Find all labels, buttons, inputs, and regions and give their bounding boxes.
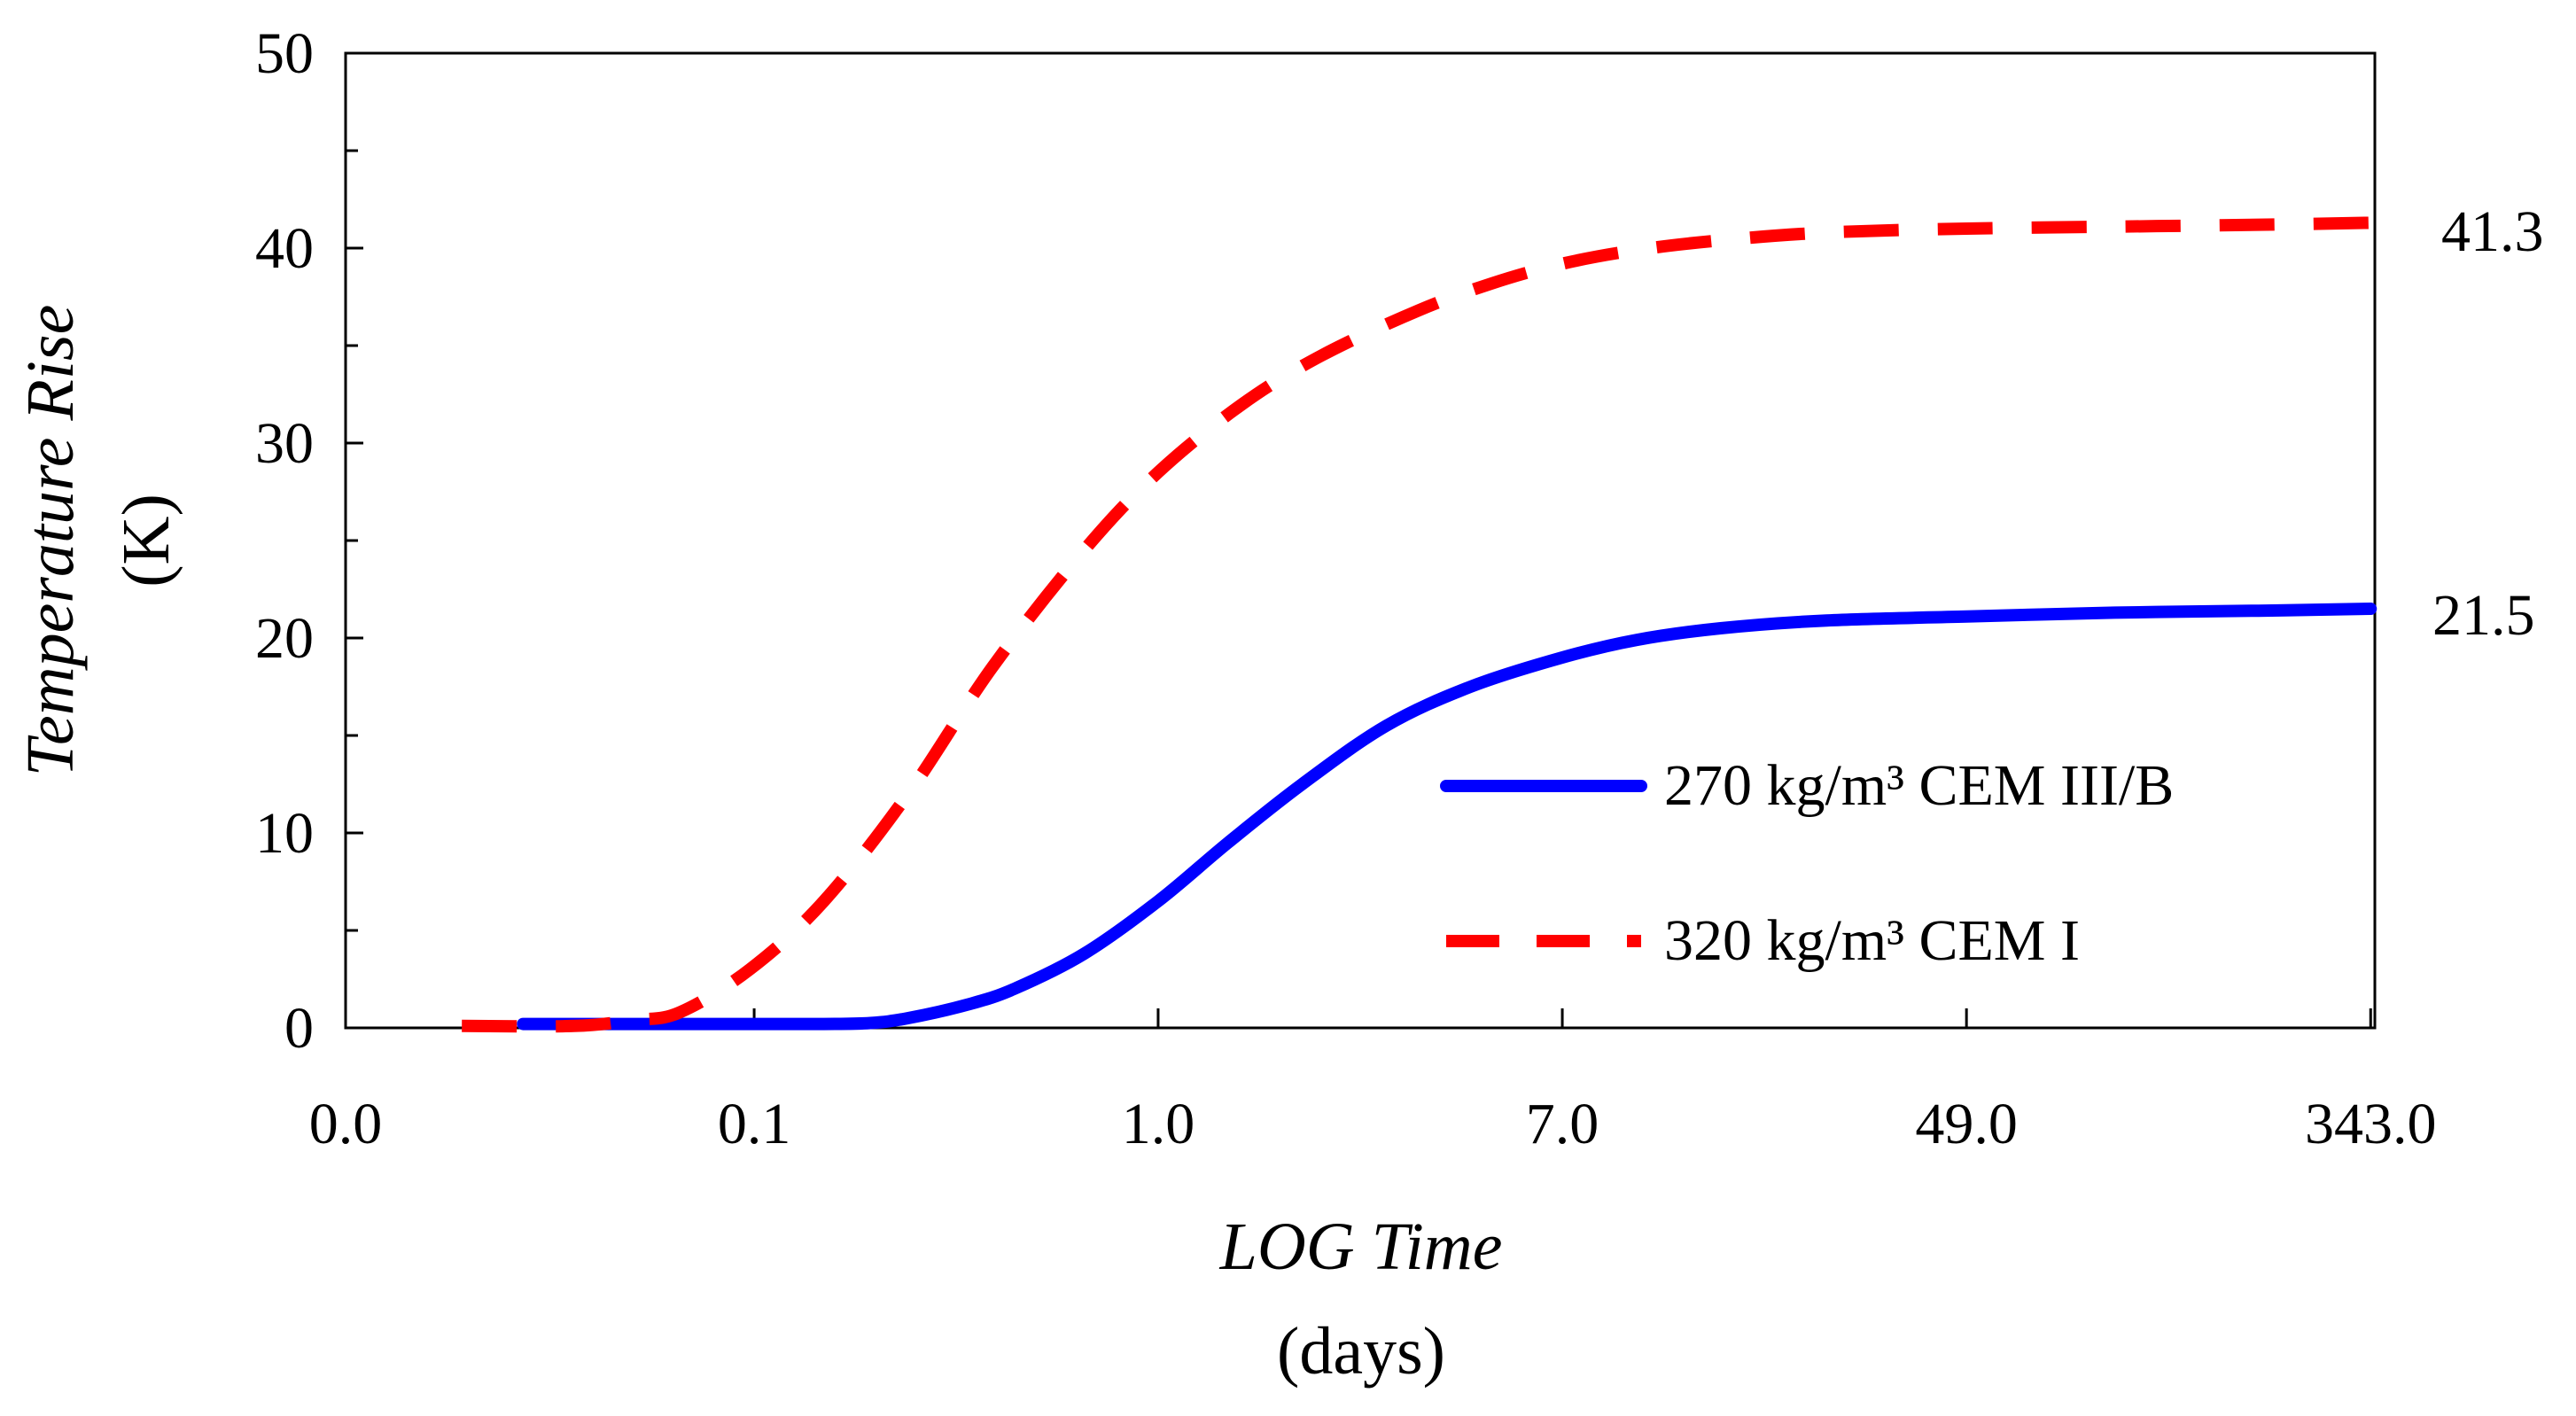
x-tick-label: 1.0 bbox=[1122, 1092, 1195, 1156]
end-label-cem-i: 41.3 bbox=[2441, 199, 2544, 264]
y-tick-label: 10 bbox=[255, 801, 314, 866]
x-tick-label: 7.0 bbox=[1526, 1092, 1599, 1156]
legend-label-cem-iii-b: 270 kg/m³ CEM III/B bbox=[1664, 753, 2174, 818]
x-axis-ticks: 0.0 0.1 1.0 7.0 49.0 343.0 bbox=[309, 1008, 2437, 1156]
legend-label-cem-i: 320 kg/m³ CEM I bbox=[1664, 908, 2080, 973]
x-tick-label: 0.0 bbox=[309, 1092, 383, 1156]
series-line-cem-iii-b bbox=[517, 603, 2378, 1031]
x-axis-title: LOG Time bbox=[1219, 1210, 1503, 1284]
series-line-cem-i bbox=[462, 216, 2371, 1033]
x-tick-label: 343.0 bbox=[2305, 1092, 2437, 1156]
y-tick-label: 50 bbox=[255, 21, 314, 86]
x-tick-label: 49.0 bbox=[1915, 1092, 2018, 1156]
y-tick-label: 20 bbox=[255, 606, 314, 671]
end-label-cem-iii-b: 21.5 bbox=[2432, 583, 2535, 648]
x-axis-unit: (days) bbox=[1277, 1314, 1445, 1389]
y-axis-title: Temperature Rise bbox=[13, 305, 88, 777]
y-tick-label: 0 bbox=[284, 996, 314, 1061]
plot-frame bbox=[344, 51, 2377, 1030]
series-layer bbox=[462, 216, 2378, 1033]
y-axis-ticks: 0 10 20 30 40 50 bbox=[255, 21, 363, 1061]
x-tick-label: 0.1 bbox=[718, 1092, 791, 1156]
y-tick-label: 30 bbox=[255, 411, 314, 476]
y-tick-label: 40 bbox=[255, 216, 314, 281]
legend: 270 kg/m³ CEM III/B 320 kg/m³ CEM I bbox=[1440, 753, 2174, 973]
y-axis-unit: (K) bbox=[109, 494, 183, 587]
